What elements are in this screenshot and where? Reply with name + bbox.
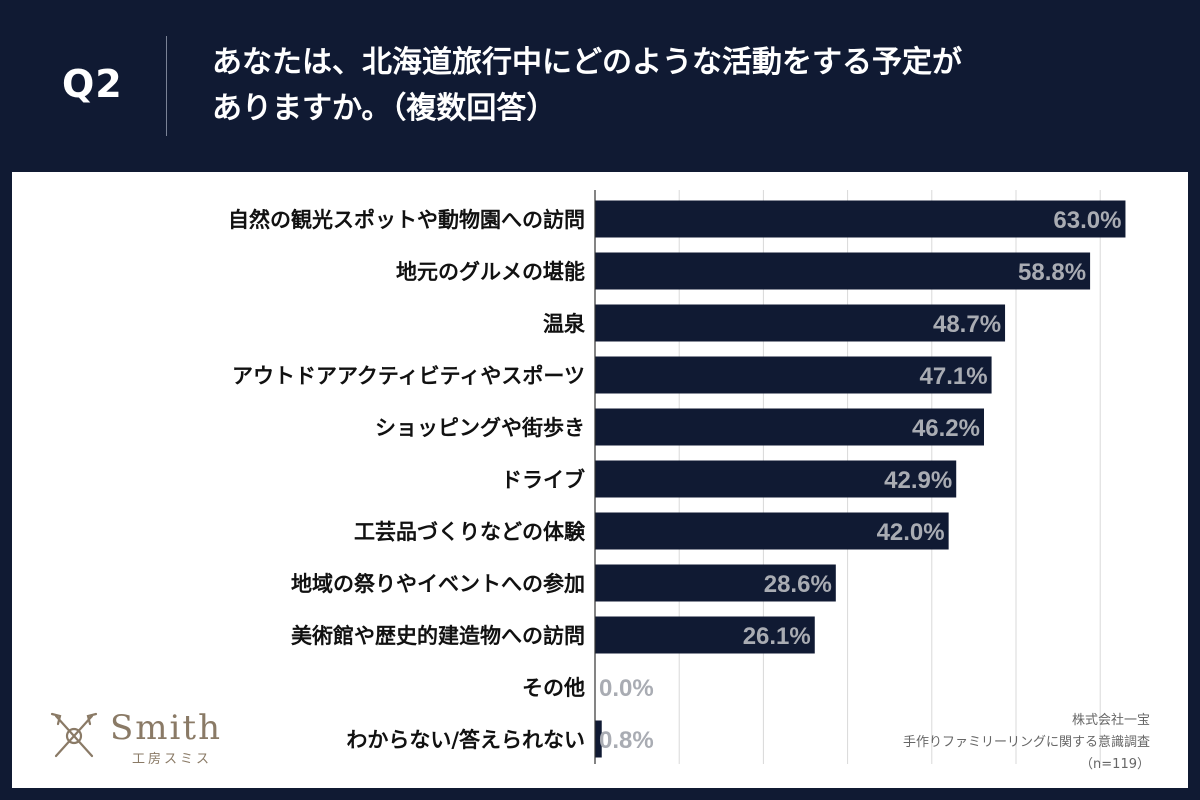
bar-chart: 自然の観光スポットや動物園への訪問 63.0% 地元のグルメの堪能 58.8% 温泉 48… xyxy=(228,190,1126,764)
bar xyxy=(595,408,985,446)
source-note: 株式会社一宝 手作りファミリーリングに関する意識調査 （n=119） xyxy=(903,710,1150,776)
bar xyxy=(595,720,602,758)
value-label: 28.6% xyxy=(764,571,832,598)
category-label: 地域の祭りやイベントへの参加 xyxy=(291,572,585,596)
value-label: 63.0% xyxy=(1053,207,1121,234)
category-label: わからない/答えられない xyxy=(346,728,585,752)
question-line-1: あなたは、北海道旅行中にどのような活動をする予定が xyxy=(212,45,962,80)
chart-panel: 自然の観光スポットや動物園への訪問 63.0% 地元のグルメの堪能 58.8% 温泉 48… xyxy=(12,172,1188,788)
category-label: ショッピングや街歩き xyxy=(375,416,585,440)
bar xyxy=(595,564,836,602)
logo-subtitle: 工房スミス xyxy=(132,752,213,767)
value-label: 48.7% xyxy=(933,311,1001,338)
category-label: ドライブ xyxy=(501,468,585,492)
header: Q2 あなたは、北海道旅行中にどのような活動をする予定が ありますか。（複数回答… xyxy=(0,0,1200,170)
value-label: 46.2% xyxy=(912,415,980,442)
category-label: 地元のグルメの堪能 xyxy=(396,260,585,284)
category-label: 美術館や歴史的建造物への訪問 xyxy=(291,624,585,648)
smith-logo: Smith 工房スミス xyxy=(48,702,248,772)
bar xyxy=(595,356,992,394)
value-label: 42.9% xyxy=(884,467,952,494)
category-label: 自然の観光スポットや動物園への訪問 xyxy=(228,208,585,232)
category-label: その他 xyxy=(522,676,585,700)
bar xyxy=(595,252,1091,290)
category-label: 工芸品づくりなどの体験 xyxy=(354,520,586,544)
bar xyxy=(595,616,815,654)
bar xyxy=(595,460,957,498)
question-number: Q2 xyxy=(62,62,123,106)
value-label: 58.8% xyxy=(1018,259,1086,286)
crossed-tools-icon xyxy=(50,712,98,758)
value-label: 42.0% xyxy=(877,519,945,546)
source-company: 株式会社一宝 xyxy=(1071,713,1150,728)
category-label: 温泉 xyxy=(543,312,586,336)
value-label: 0.0% xyxy=(599,675,654,702)
bar xyxy=(595,200,1126,238)
logo-word: Smith xyxy=(110,708,222,748)
source-survey: 手作りファミリーリングに関する意識調査 xyxy=(902,735,1150,750)
value-label: 47.1% xyxy=(920,363,988,390)
question-line-2: ありますか。（複数回答） xyxy=(212,91,557,126)
header-divider xyxy=(166,36,167,136)
category-label: アウトドアアクティビティやスポーツ xyxy=(232,364,585,388)
bar xyxy=(595,512,949,550)
value-label: 26.1% xyxy=(743,623,811,650)
bar xyxy=(595,304,1006,342)
source-sample: （n=119） xyxy=(1080,757,1150,772)
question-text: あなたは、北海道旅行中にどのような活動をする予定が ありますか。（複数回答） xyxy=(212,40,1152,132)
value-label: 0.8% xyxy=(599,727,654,754)
